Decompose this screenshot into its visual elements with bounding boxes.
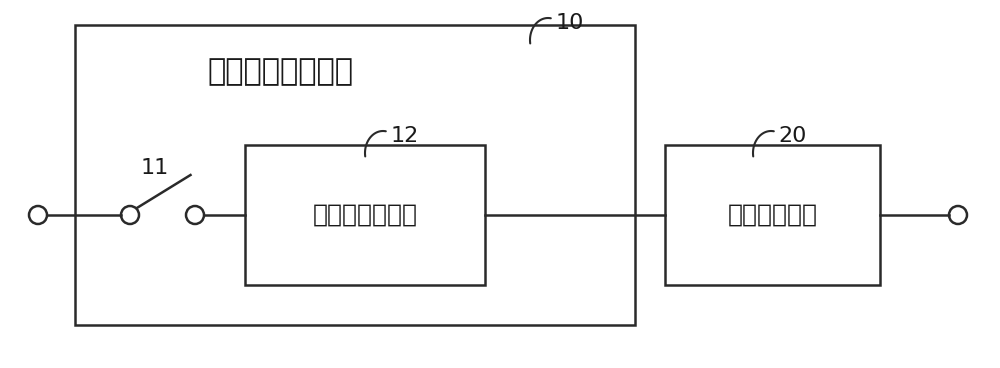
Text: 20: 20 bbox=[779, 126, 807, 146]
Text: 第一公共衰减模块: 第一公共衰减模块 bbox=[207, 57, 353, 86]
Text: 11: 11 bbox=[141, 158, 169, 178]
Text: 10: 10 bbox=[556, 13, 584, 33]
Text: 选通衰减模块: 选通衰减模块 bbox=[728, 203, 818, 227]
Text: 12: 12 bbox=[391, 126, 419, 146]
Text: 第一公共衰减器: 第一公共衰减器 bbox=[312, 203, 418, 227]
Bar bbox=[75, 25, 635, 325]
Bar bbox=[665, 145, 880, 285]
Bar bbox=[245, 145, 485, 285]
